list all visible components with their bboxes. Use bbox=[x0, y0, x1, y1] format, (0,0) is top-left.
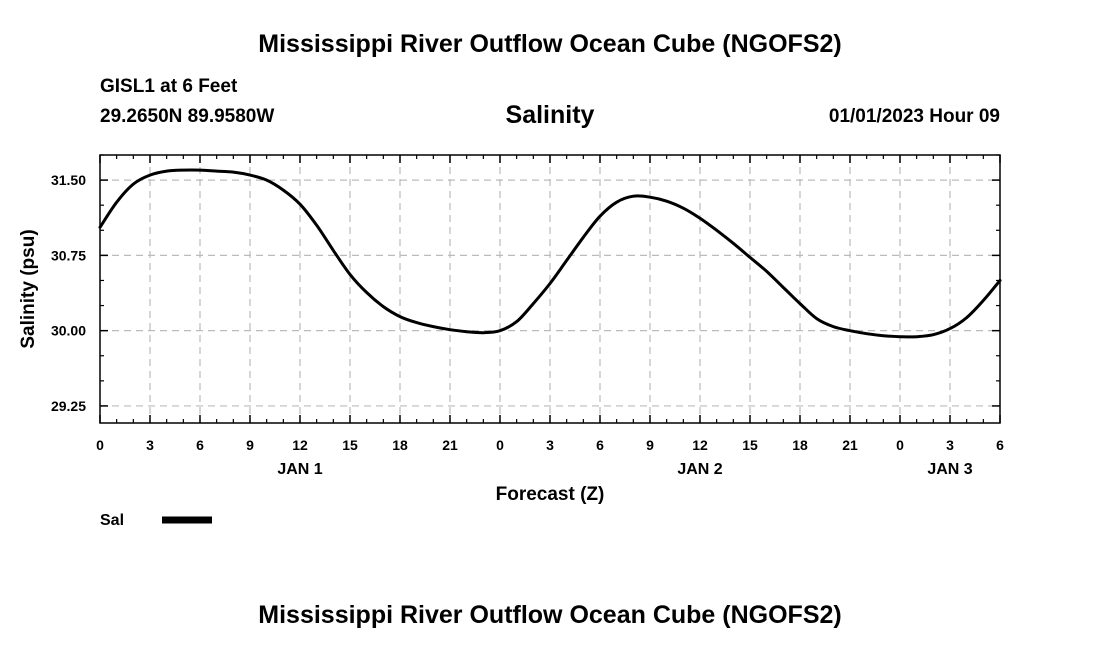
y-axis-label: Salinity (psu) bbox=[18, 229, 39, 348]
plot-frame bbox=[99, 154, 1001, 424]
x-tick-label: 0 bbox=[96, 437, 104, 453]
x-day-label: JAN 2 bbox=[677, 461, 722, 478]
x-tick-label: 15 bbox=[742, 437, 758, 453]
x-tick-label: 21 bbox=[442, 437, 458, 453]
x-tick-label: 15 bbox=[342, 437, 358, 453]
x-tick-label: 12 bbox=[692, 437, 708, 453]
x-tick-label: 6 bbox=[996, 437, 1004, 453]
chart-title: Salinity bbox=[505, 101, 595, 129]
x-tick-label: 3 bbox=[546, 437, 554, 453]
x-day-label: JAN 1 bbox=[277, 461, 322, 478]
x-tick-label: 9 bbox=[246, 437, 254, 453]
salinity-series-line bbox=[98, 168, 1002, 339]
y-tick-label: 29.25 bbox=[51, 398, 86, 414]
axis-labels: 0 3 6 9 12 15 18 21 0 3 6 9 12 15 18 21 0 3 6 29.25 30.00 30.… bbox=[51, 172, 1004, 478]
forecast-datetime: 01/01/2023 Hour 09 bbox=[828, 106, 1000, 127]
axis-ticks bbox=[99, 154, 1001, 423]
grid-lines bbox=[100, 155, 1000, 423]
x-tick-label: 9 bbox=[646, 437, 654, 453]
station-coordinates: 29.2650N 89.9580W bbox=[100, 106, 275, 127]
y-tick-label: 31.50 bbox=[51, 172, 86, 188]
x-tick-label: 21 bbox=[842, 437, 858, 453]
station-label: GISL1 at 6 Feet bbox=[100, 76, 238, 97]
x-tick-label: 18 bbox=[792, 437, 808, 453]
x-axis-label: Forecast (Z) bbox=[496, 484, 605, 505]
legend-label-sal: Sal bbox=[100, 512, 124, 529]
x-tick-label: 0 bbox=[896, 437, 904, 453]
x-tick-label: 0 bbox=[496, 437, 504, 453]
x-tick-label: 3 bbox=[146, 437, 154, 453]
y-tick-label: 30.00 bbox=[51, 323, 86, 339]
x-day-label: JAN 3 bbox=[927, 461, 972, 478]
x-tick-label: 18 bbox=[392, 437, 408, 453]
x-tick-label: 3 bbox=[946, 437, 954, 453]
x-tick-label: 6 bbox=[596, 437, 604, 453]
chart-footer-title: Mississippi River Outflow Ocean Cube (NG… bbox=[258, 601, 842, 629]
y-tick-label: 30.75 bbox=[51, 247, 86, 263]
x-tick-label: 6 bbox=[196, 437, 204, 453]
x-tick-label: 12 bbox=[292, 437, 308, 453]
chart-main-title: Mississippi River Outflow Ocean Cube (NG… bbox=[258, 30, 842, 58]
